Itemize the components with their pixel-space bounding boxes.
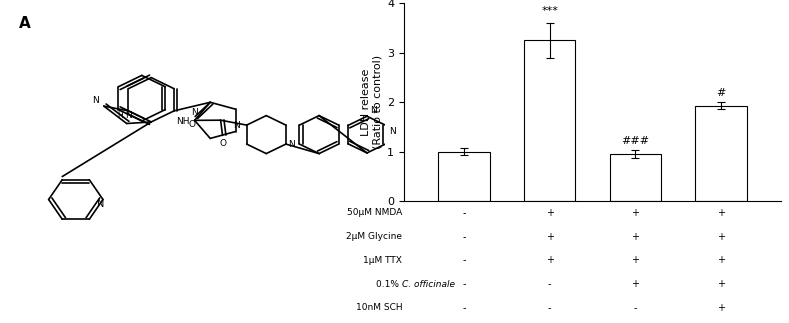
Text: N: N [97,199,105,209]
Text: -: - [462,232,466,242]
Text: 1μM TTX: 1μM TTX [364,256,402,265]
Text: 10nM SCH: 10nM SCH [356,303,402,312]
Text: +: + [631,232,639,242]
Text: 0.1%: 0.1% [376,280,402,289]
Text: N: N [191,108,198,117]
Text: A: A [19,16,31,31]
Text: NH: NH [176,117,189,126]
Text: +: + [546,232,554,242]
Text: +: + [717,303,725,313]
Bar [438,151,490,201]
Text: B: B [321,0,333,2]
Text: C. officinale: C. officinale [402,280,455,289]
Text: +: + [546,255,554,266]
Text: +: + [546,208,554,218]
Text: +: + [631,255,639,266]
Text: N: N [125,111,132,120]
Text: 50μM NMDA: 50μM NMDA [347,208,402,217]
Bar [695,106,747,201]
Text: +: + [717,208,725,218]
Text: H: H [117,111,123,120]
Text: +: + [631,279,639,289]
Text: O: O [189,120,196,129]
Text: N: N [92,96,99,105]
Text: -: - [634,303,638,313]
Text: #: # [716,88,726,98]
Text: 2μM Glycine: 2μM Glycine [346,232,402,241]
Text: +: + [717,255,725,266]
Text: N: N [370,106,376,115]
Text: N: N [288,140,294,149]
Text: -: - [462,255,466,266]
Bar [610,154,661,201]
Text: -: - [462,208,466,218]
Text: -: - [548,303,552,313]
Y-axis label: LDH release
(Ratio to control): LDH release (Ratio to control) [361,55,383,149]
Text: ***: *** [541,5,558,16]
Text: +: + [717,279,725,289]
Text: -: - [462,303,466,313]
Text: +: + [631,208,639,218]
Text: +: + [717,232,725,242]
Text: -: - [462,279,466,289]
Text: O: O [219,139,226,148]
Text: N: N [389,127,395,136]
Text: -: - [548,279,552,289]
Bar [524,40,575,201]
Text: N: N [233,120,240,130]
Text: ###: ### [621,136,649,146]
